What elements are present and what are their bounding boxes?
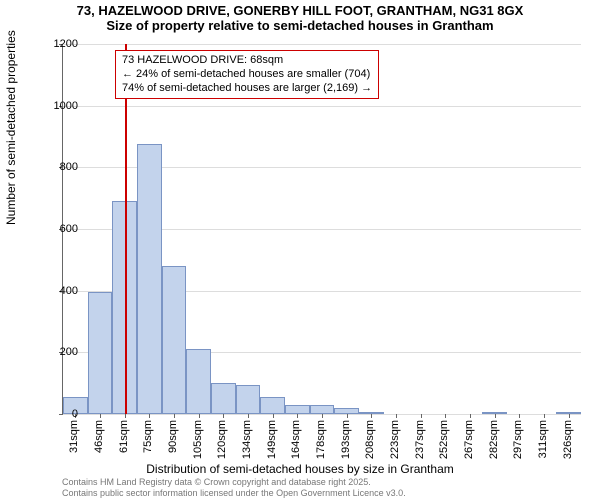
histogram-bar — [137, 144, 162, 414]
y-tick-label: 200 — [38, 346, 78, 358]
y-tick-label: 1000 — [38, 100, 78, 112]
x-tick-label: 149sqm — [266, 420, 278, 459]
plot-area: 73 HAZELWOOD DRIVE: 68sqm ← 24% of semi-… — [62, 44, 581, 415]
y-axis-title: Number of semi-detached properties — [4, 30, 18, 225]
x-tick-label: 120sqm — [216, 420, 228, 459]
chart-title: 73, HAZELWOOD DRIVE, GONERBY HILL FOOT, … — [0, 0, 600, 34]
x-tick-label: 311sqm — [537, 420, 549, 458]
x-tick-label: 75sqm — [142, 420, 154, 453]
y-tick-label: 800 — [38, 161, 78, 173]
x-tick-mark — [174, 414, 175, 418]
x-tick-label: 208sqm — [364, 420, 376, 459]
x-tick-label: 164sqm — [290, 420, 302, 459]
gridline — [63, 106, 581, 107]
title-line1: 73, HAZELWOOD DRIVE, GONERBY HILL FOOT, … — [0, 4, 600, 19]
x-tick-mark — [149, 414, 150, 418]
x-tick-label: 31sqm — [68, 420, 80, 453]
footer-credits: Contains HM Land Registry data © Crown c… — [62, 477, 406, 498]
x-tick-mark — [396, 414, 397, 418]
x-tick-mark — [347, 414, 348, 418]
x-tick-mark — [125, 414, 126, 418]
x-tick-mark — [495, 414, 496, 418]
y-tick-label: 1200 — [38, 38, 78, 50]
x-tick-mark — [248, 414, 249, 418]
x-tick-label: 193sqm — [340, 420, 352, 459]
histogram-bar — [88, 292, 113, 414]
histogram-bar — [211, 383, 236, 414]
x-axis-title: Distribution of semi-detached houses by … — [0, 462, 600, 476]
histogram-bar — [186, 349, 211, 414]
x-tick-label: 46sqm — [93, 420, 105, 453]
x-tick-mark — [519, 414, 520, 418]
x-tick-mark — [273, 414, 274, 418]
x-tick-mark — [199, 414, 200, 418]
x-tick-label: 90sqm — [167, 420, 179, 453]
marker-line — [125, 44, 127, 414]
x-tick-label: 178sqm — [315, 420, 327, 459]
x-tick-label: 282sqm — [488, 420, 500, 459]
x-tick-mark — [470, 414, 471, 418]
y-tick-label: 0 — [38, 408, 78, 420]
x-tick-label: 223sqm — [389, 420, 401, 459]
x-tick-mark — [100, 414, 101, 418]
y-tick-label: 400 — [38, 285, 78, 297]
x-tick-mark — [445, 414, 446, 418]
x-tick-label: 61sqm — [118, 420, 130, 453]
histogram-bar — [236, 385, 261, 414]
x-tick-mark — [544, 414, 545, 418]
histogram-bar — [162, 266, 187, 414]
title-line2: Size of property relative to semi-detach… — [0, 19, 600, 34]
annotation-line1: 73 HAZELWOOD DRIVE: 68sqm — [122, 54, 372, 68]
x-tick-mark — [421, 414, 422, 418]
annotation-box: 73 HAZELWOOD DRIVE: 68sqm ← 24% of semi-… — [115, 50, 379, 99]
histogram-bar — [310, 405, 335, 414]
x-tick-mark — [297, 414, 298, 418]
x-tick-label: 326sqm — [562, 420, 574, 459]
x-tick-mark — [322, 414, 323, 418]
x-tick-label: 252sqm — [438, 420, 450, 459]
x-tick-mark — [569, 414, 570, 418]
x-tick-label: 237sqm — [414, 420, 426, 459]
x-tick-label: 134sqm — [241, 420, 253, 459]
gridline — [63, 44, 581, 45]
histogram-bar — [260, 397, 285, 414]
x-tick-mark — [223, 414, 224, 418]
annotation-line3: 74% of semi-detached houses are larger (… — [122, 82, 372, 96]
x-tick-label: 105sqm — [192, 420, 204, 459]
credit-line1: Contains HM Land Registry data © Crown c… — [62, 477, 406, 487]
credit-line2: Contains public sector information licen… — [62, 488, 406, 498]
histogram-bar — [285, 405, 310, 414]
x-tick-label: 267sqm — [463, 420, 475, 459]
y-tick-label: 600 — [38, 223, 78, 235]
x-tick-mark — [371, 414, 372, 418]
annotation-line2: ← 24% of semi-detached houses are smalle… — [122, 68, 372, 82]
chart-container: 73, HAZELWOOD DRIVE, GONERBY HILL FOOT, … — [0, 0, 600, 500]
x-tick-label: 297sqm — [512, 420, 524, 459]
